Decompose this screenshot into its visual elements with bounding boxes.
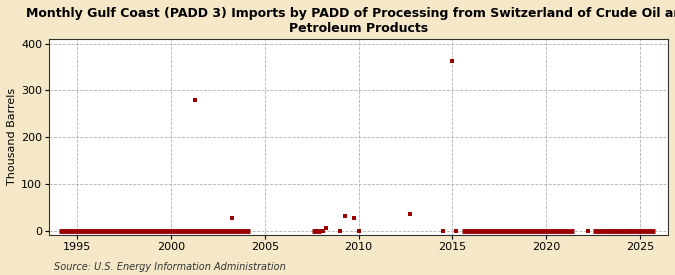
- Point: [189, 98, 200, 102]
- Title: Monthly Gulf Coast (PADD 3) Imports by PADD of Processing from Switzerland of Cr: Monthly Gulf Coast (PADD 3) Imports by P…: [26, 7, 675, 35]
- Text: Source: U.S. Energy Information Administration: Source: U.S. Energy Information Administ…: [54, 262, 286, 272]
- Point: [353, 229, 364, 233]
- Point: [447, 59, 458, 63]
- Y-axis label: Thousand Barrels: Thousand Barrels: [7, 88, 17, 185]
- Point: [437, 229, 448, 233]
- Point: [339, 214, 350, 218]
- Point: [583, 229, 594, 233]
- Point: [606, 229, 617, 233]
- Point: [450, 229, 461, 233]
- Point: [227, 216, 238, 220]
- Point: [317, 229, 328, 233]
- Point: [348, 216, 359, 220]
- Point: [311, 229, 322, 233]
- Point: [405, 212, 416, 217]
- Point: [335, 229, 346, 233]
- Point: [321, 226, 331, 230]
- Point: [625, 229, 636, 233]
